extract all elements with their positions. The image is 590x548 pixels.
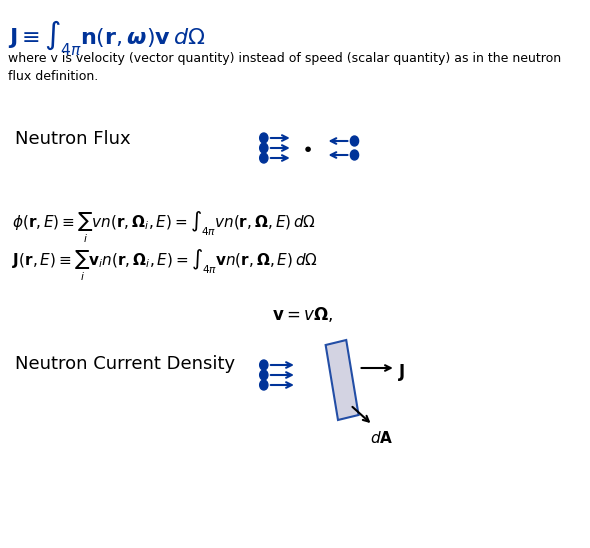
Circle shape — [260, 380, 268, 390]
Circle shape — [260, 153, 268, 163]
Text: $d\mathbf{A}$: $d\mathbf{A}$ — [370, 430, 394, 446]
Text: $\mathbf{J} \equiv \int_{4\pi} \mathbf{n}(\mathbf{r},\boldsymbol{\omega})\mathbf: $\mathbf{J} \equiv \int_{4\pi} \mathbf{n… — [8, 18, 205, 58]
Text: $\bullet$: $\bullet$ — [301, 139, 312, 157]
Text: $\phi(\mathbf{r},E) \equiv \sum_i vn(\mathbf{r},\mathbf{\Omega}_i,E) = \int_{4\p: $\phi(\mathbf{r},E) \equiv \sum_i vn(\ma… — [12, 210, 316, 246]
Text: $\mathbf{J}$: $\mathbf{J}$ — [398, 362, 406, 383]
Circle shape — [260, 143, 268, 153]
Text: where v is velocity (vector quantity) instead of speed (scalar quantity) as in t: where v is velocity (vector quantity) in… — [8, 52, 561, 83]
Circle shape — [260, 360, 268, 370]
Circle shape — [260, 370, 268, 380]
Text: $\mathbf{v} = v\mathbf{\Omega},$: $\mathbf{v} = v\mathbf{\Omega},$ — [272, 305, 333, 324]
Text: Neutron Flux: Neutron Flux — [15, 130, 130, 148]
Text: $\mathbf{J}(\mathbf{r},E) \equiv \sum_i \mathbf{v}_i n(\mathbf{r},\mathbf{\Omega: $\mathbf{J}(\mathbf{r},E) \equiv \sum_i … — [12, 248, 318, 283]
Circle shape — [350, 150, 359, 160]
Polygon shape — [326, 340, 359, 420]
Circle shape — [260, 133, 268, 143]
Circle shape — [350, 136, 359, 146]
Text: Neutron Current Density: Neutron Current Density — [15, 355, 235, 373]
